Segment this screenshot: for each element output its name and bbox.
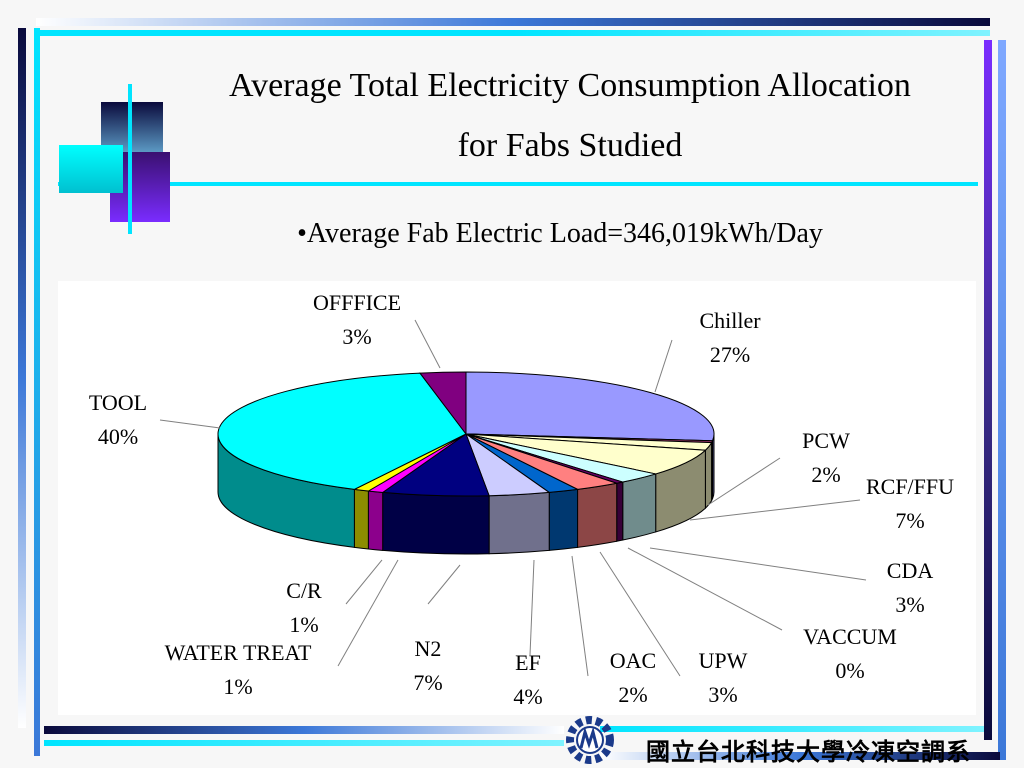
decorative-square-cyan bbox=[59, 145, 123, 193]
left-frame-line-cyan bbox=[34, 28, 40, 756]
right-frame-line-blue bbox=[998, 40, 1006, 760]
chart-panel bbox=[58, 281, 976, 715]
left-frame-line bbox=[18, 28, 26, 728]
bottom-right-frame-line-dark bbox=[600, 752, 1000, 760]
bottom-frame-line bbox=[44, 726, 564, 734]
bottom-right-frame-line bbox=[600, 726, 984, 732]
title-underline bbox=[58, 182, 978, 186]
page-title: Average Total Electricity Consumption Al… bbox=[160, 56, 980, 176]
load-bullet: •Average Fab Electric Load=346,019kWh/Da… bbox=[297, 218, 823, 249]
bottom-frame-line-cyan bbox=[44, 740, 564, 746]
footer-department: 國立台北科技大學冷凍空調系 bbox=[646, 737, 971, 766]
top-frame-line bbox=[36, 18, 990, 26]
top-frame-line-cyan bbox=[36, 30, 990, 36]
title-line-2: for Fabs Studied bbox=[457, 127, 683, 164]
decorative-vertical-line bbox=[128, 84, 132, 234]
university-logo-icon bbox=[566, 716, 614, 764]
title-line-1: Average Total Electricity Consumption Al… bbox=[229, 67, 911, 104]
right-frame-line-purple bbox=[984, 40, 992, 740]
